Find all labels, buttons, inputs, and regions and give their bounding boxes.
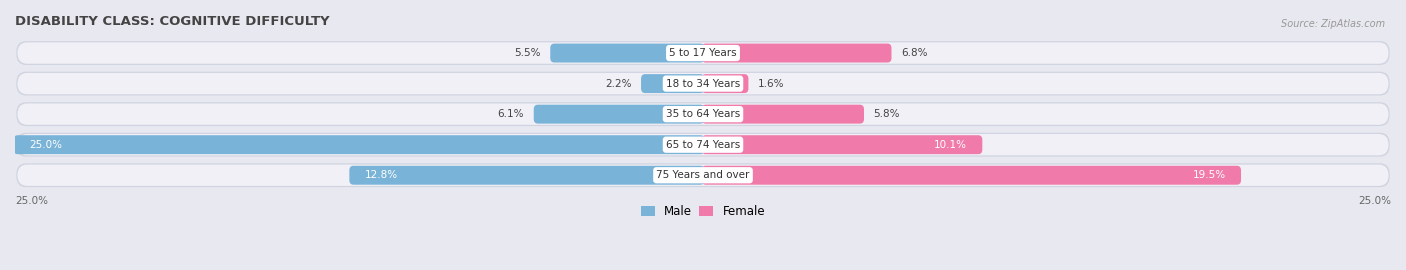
FancyBboxPatch shape <box>702 74 748 93</box>
Text: 25.0%: 25.0% <box>28 140 62 150</box>
FancyBboxPatch shape <box>702 43 891 63</box>
FancyBboxPatch shape <box>702 105 865 124</box>
FancyBboxPatch shape <box>349 166 704 185</box>
FancyBboxPatch shape <box>550 43 704 63</box>
Legend: Male, Female: Male, Female <box>636 200 770 222</box>
Text: 19.5%: 19.5% <box>1192 170 1226 180</box>
Text: 6.1%: 6.1% <box>498 109 524 119</box>
Text: DISABILITY CLASS: COGNITIVE DIFFICULTY: DISABILITY CLASS: COGNITIVE DIFFICULTY <box>15 15 329 28</box>
Text: 5.8%: 5.8% <box>873 109 900 119</box>
Text: 12.8%: 12.8% <box>364 170 398 180</box>
FancyBboxPatch shape <box>17 163 1389 187</box>
Text: 35 to 64 Years: 35 to 64 Years <box>666 109 740 119</box>
Text: 6.8%: 6.8% <box>901 48 928 58</box>
Text: 18 to 34 Years: 18 to 34 Years <box>666 79 740 89</box>
FancyBboxPatch shape <box>17 42 1389 64</box>
FancyBboxPatch shape <box>14 135 704 154</box>
Text: 25.0%: 25.0% <box>15 196 48 206</box>
FancyBboxPatch shape <box>702 166 1241 185</box>
FancyBboxPatch shape <box>17 133 1389 157</box>
FancyBboxPatch shape <box>17 134 1389 155</box>
FancyBboxPatch shape <box>17 102 1389 126</box>
Text: 25.0%: 25.0% <box>1358 196 1391 206</box>
FancyBboxPatch shape <box>17 164 1389 186</box>
FancyBboxPatch shape <box>17 72 1389 96</box>
FancyBboxPatch shape <box>534 105 704 124</box>
Text: 5.5%: 5.5% <box>515 48 541 58</box>
FancyBboxPatch shape <box>17 73 1389 94</box>
FancyBboxPatch shape <box>17 103 1389 125</box>
Text: 1.6%: 1.6% <box>758 79 785 89</box>
Text: Source: ZipAtlas.com: Source: ZipAtlas.com <box>1281 19 1385 29</box>
Text: 65 to 74 Years: 65 to 74 Years <box>666 140 740 150</box>
Text: 10.1%: 10.1% <box>934 140 967 150</box>
FancyBboxPatch shape <box>641 74 704 93</box>
FancyBboxPatch shape <box>702 135 983 154</box>
Text: 75 Years and over: 75 Years and over <box>657 170 749 180</box>
FancyBboxPatch shape <box>17 41 1389 65</box>
Text: 5 to 17 Years: 5 to 17 Years <box>669 48 737 58</box>
Text: 2.2%: 2.2% <box>605 79 631 89</box>
